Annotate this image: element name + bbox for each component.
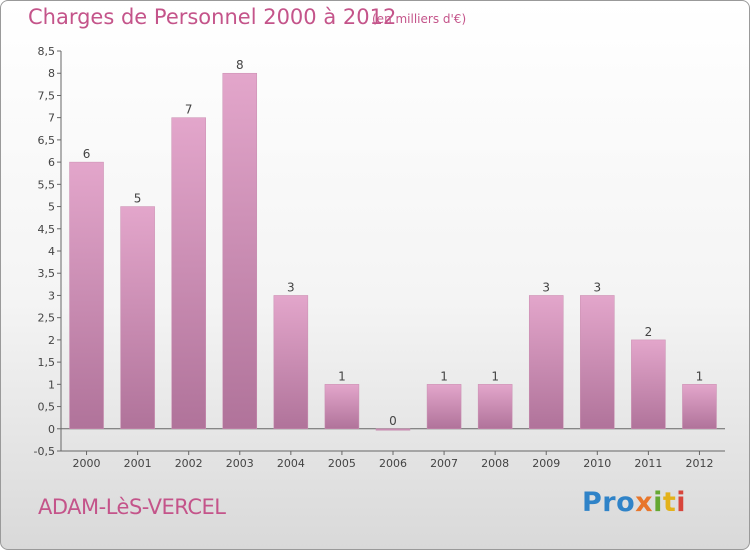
x-tick-label: 2001 (124, 457, 152, 470)
logo-part: i (676, 487, 687, 518)
x-tick-label: 2004 (277, 457, 305, 470)
logo-part: x (635, 487, 654, 518)
bar-value-label: 1 (696, 369, 704, 383)
bar-value-label: 7 (185, 103, 193, 117)
x-tick-label: 2000 (73, 457, 101, 470)
x-tick-label: 2010 (583, 457, 611, 470)
bar-value-label: 3 (593, 280, 601, 294)
bar-2000 (69, 161, 104, 430)
y-tick-label: -0,5 (34, 445, 55, 458)
x-tick-label: 2005 (328, 457, 356, 470)
logo-part: Pro (582, 487, 636, 518)
bar-2005 (324, 384, 360, 430)
bar-2001 (120, 206, 155, 430)
chart-subtitle: (en milliers d'€) (372, 12, 467, 26)
bar-2007 (426, 384, 462, 430)
bar-value-label: 6 (83, 147, 91, 161)
proxiti-logo[interactable]: Proxiti (582, 487, 686, 518)
y-tick-label: 5,5 (38, 178, 56, 191)
y-tick-label: 6 (48, 156, 55, 169)
y-tick-label: 4 (48, 245, 55, 258)
bar-2009 (528, 295, 564, 430)
chart-title: Charges de Personnel 2000 à 2012 (28, 5, 397, 29)
bar-value-label: 8 (236, 58, 244, 72)
x-tick-label: 2002 (175, 457, 203, 470)
x-tick-label: 2003 (226, 457, 254, 470)
y-tick-label: 5 (48, 201, 55, 214)
y-tick-label: 0,5 (38, 401, 56, 414)
chart-bars (69, 72, 717, 431)
x-tick-label: 2007 (430, 457, 458, 470)
x-tick-label: 2011 (634, 457, 662, 470)
bar-2003 (222, 72, 258, 430)
commune-name: ADAM-LèS-VERCEL (38, 495, 226, 519)
x-tick-label: 2008 (481, 457, 509, 470)
y-tick-label: 3 (48, 289, 55, 302)
bar-2008 (477, 384, 513, 430)
bar-value-label: 5 (134, 192, 142, 206)
bar-value-label: 1 (440, 369, 448, 383)
bar-2002 (171, 117, 206, 430)
y-tick-label: 2 (48, 334, 55, 347)
x-tick-label: 2006 (379, 457, 407, 470)
bar-value-label: 2 (645, 325, 653, 339)
bar-value-label: 1 (338, 369, 346, 383)
bar-2006 (375, 428, 411, 431)
x-tick-label: 2009 (532, 457, 560, 470)
logo-part: t (662, 487, 677, 518)
x-tick-label: 2012 (685, 457, 713, 470)
y-tick-label: 8 (48, 67, 55, 80)
bar-value-label: 3 (542, 280, 550, 294)
bar-2004 (273, 295, 309, 430)
chart-value-labels: 6 5 7 8 3 1 0 1 1 3 3 2 1 (83, 58, 704, 428)
bar-2012 (682, 384, 717, 430)
bar-value-label: 1 (491, 369, 499, 383)
y-tick-label: 1,5 (38, 356, 56, 369)
y-tick-label: 6,5 (38, 134, 56, 147)
y-tick-label: 1 (48, 378, 55, 391)
logo-part: i (653, 487, 663, 518)
bar-value-label: 3 (287, 280, 295, 294)
y-tick-label: 7 (48, 112, 55, 125)
y-tick-label: 0 (48, 423, 55, 436)
y-tick-label: 7,5 (38, 89, 56, 102)
bar-value-label: 0 (389, 414, 397, 428)
y-tick-label: 2,5 (38, 312, 56, 325)
bar-2010 (580, 295, 615, 430)
bar-2011 (631, 339, 666, 430)
y-tick-label: 4,5 (38, 223, 56, 236)
y-tick-label: 3,5 (38, 267, 56, 280)
y-tick-label: 8,5 (38, 45, 56, 58)
chart-axes: -0,5 0 0,5 1 1,5 2 2,5 3 3,5 4 4,5 5 5,5 6 6,5 7 7,5 8 8,5… (34, 45, 725, 470)
